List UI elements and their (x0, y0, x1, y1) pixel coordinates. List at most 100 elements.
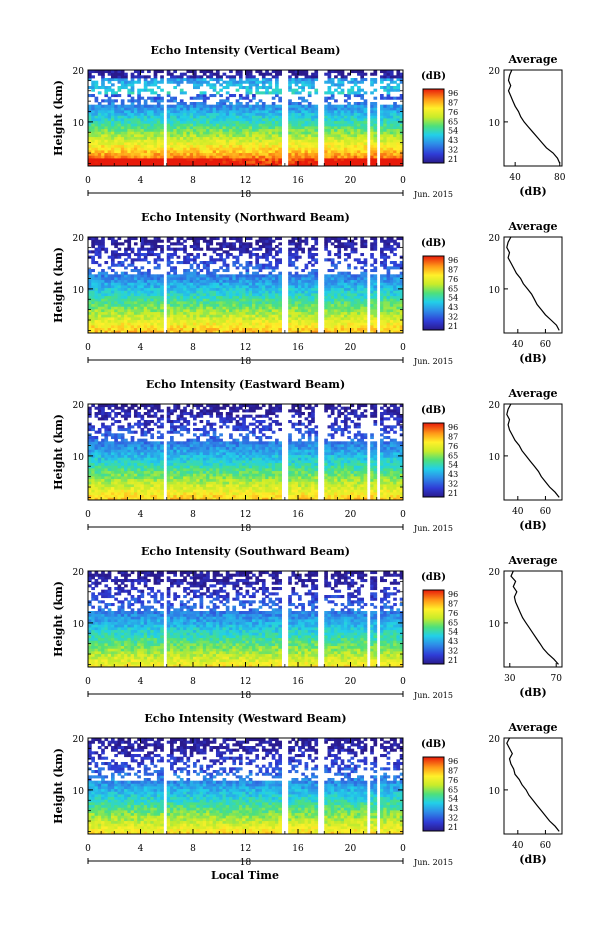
x-tick-label: 16 (292, 510, 304, 520)
colorbar-tick-label: 32 (448, 647, 458, 656)
colorbar-tick-label: 54 (448, 127, 458, 136)
colorbar-unit: (dB) (421, 572, 446, 583)
colorbar-tick-label: 21 (448, 656, 458, 665)
average-y-tick-label: 20 (489, 735, 501, 745)
colorbar (423, 423, 444, 497)
date-label: Jun. 2015 (413, 190, 453, 199)
x-tick-label: 16 (292, 343, 304, 353)
x-tick-label: 8 (190, 677, 196, 687)
colorbar-tick-label: 87 (448, 265, 458, 274)
colorbar-tick-label: 21 (448, 155, 458, 164)
colorbar-tick-label: 96 (448, 757, 458, 766)
colorbar-tick-label: 87 (448, 599, 458, 608)
colorbar-tick-label: 87 (448, 432, 458, 441)
average-x-label: (dB) (519, 519, 546, 532)
panel-title: Echo Intensity (Northward Beam) (141, 211, 350, 224)
day-label: 18 (240, 858, 252, 868)
x-axis-label: Local Time (211, 869, 279, 882)
colorbar-tick-label: 32 (448, 146, 458, 155)
average-profile-line (507, 738, 559, 831)
colorbar-unit: (dB) (421, 71, 446, 82)
day-label: 18 (240, 190, 252, 200)
colorbar-tick-label: 96 (448, 89, 458, 98)
y-axis-label: Height (km) (52, 581, 65, 657)
x-tick-label: 20 (345, 176, 357, 186)
y-axis-label: Height (km) (52, 748, 65, 824)
colorbar-tick-label: 76 (448, 609, 458, 618)
panel-title: Echo Intensity (Westward Beam) (144, 712, 346, 725)
average-title: Average (507, 554, 557, 567)
x-tick-label: 0 (85, 510, 91, 520)
x-tick-label: 4 (138, 343, 144, 353)
x-tick-label: 0 (85, 176, 91, 186)
colorbar-tick-label: 96 (448, 590, 458, 599)
x-tick-label: 12 (240, 176, 251, 186)
x-tick-label: 4 (138, 677, 144, 687)
y-tick-label: 10 (73, 119, 85, 129)
average-y-tick-label: 20 (489, 401, 501, 411)
panel-4: Echo Intensity (Southward Beam) Height (k… (52, 545, 562, 701)
average-x-label: (dB) (519, 352, 546, 365)
colorbar-tick-label: 21 (448, 823, 458, 832)
heatmap-cells (88, 237, 403, 333)
colorbar-tick-label: 65 (448, 117, 458, 126)
average-y-tick-label: 10 (489, 119, 501, 129)
colorbar-tick-label: 21 (448, 489, 458, 498)
x-tick-label: 8 (190, 176, 196, 186)
y-tick-label: 10 (73, 453, 85, 463)
colorbar-tick-label: 32 (448, 480, 458, 489)
x-tick-label: 0 (85, 844, 91, 854)
colorbar (423, 256, 444, 330)
average-x-tick-label: 40 (512, 340, 524, 350)
average-frame (504, 404, 562, 500)
y-axis-label: Height (km) (52, 247, 65, 323)
heatmap-cells (88, 738, 403, 834)
average-x-tick-label: 70 (550, 674, 562, 684)
x-tick-label: 20 (345, 343, 357, 353)
average-y-tick-label: 10 (489, 787, 501, 797)
x-tick-label: 0 (85, 677, 91, 687)
panel-1: Echo Intensity (Vertical Beam)Height (km… (52, 44, 566, 200)
day-label: 18 (240, 691, 252, 701)
y-tick-label: 20 (73, 67, 85, 77)
x-tick-label: 20 (345, 844, 357, 854)
date-label: Jun. 2015 (413, 357, 453, 366)
colorbar (423, 757, 444, 831)
average-y-tick-label: 10 (489, 620, 501, 630)
colorbar-tick-label: 54 (448, 461, 458, 470)
average-profile-line (511, 571, 559, 664)
panel-3: Echo Intensity (Eastward Beam)Height (km… (52, 378, 562, 534)
average-frame (504, 237, 562, 333)
colorbar-tick-label: 65 (448, 284, 458, 293)
x-tick-label: 4 (138, 844, 144, 854)
x-tick-label: 4 (138, 510, 144, 520)
average-x-tick-label: 40 (509, 173, 521, 183)
average-x-tick-label: 80 (554, 173, 566, 183)
x-tick-label: 12 (240, 343, 251, 353)
average-y-tick-label: 10 (489, 453, 501, 463)
colorbar-tick-label: 32 (448, 313, 458, 322)
average-y-tick-label: 20 (489, 568, 501, 578)
average-x-tick-label: 30 (504, 674, 516, 684)
day-label: 18 (240, 524, 252, 534)
colorbar-tick-label: 96 (448, 256, 458, 265)
average-x-tick-label: 60 (540, 507, 552, 517)
panel-5: Echo Intensity (Westward Beam) Height (km… (52, 712, 562, 868)
colorbar-tick-label: 21 (448, 322, 458, 331)
x-tick-label: 16 (292, 844, 304, 854)
panel-title: Echo Intensity (Southward Beam) (141, 545, 350, 558)
y-tick-label: 20 (73, 568, 85, 578)
colorbar (423, 590, 444, 664)
date-label: Jun. 2015 (413, 691, 453, 700)
heatmap-cells (88, 571, 403, 667)
y-tick-label: 10 (73, 620, 85, 630)
colorbar-tick-label: 87 (448, 98, 458, 107)
average-x-tick-label: 60 (540, 340, 552, 350)
colorbar-tick-label: 43 (448, 470, 458, 479)
average-profile-line (509, 70, 560, 163)
average-title: Average (507, 387, 557, 400)
colorbar-tick-label: 54 (448, 795, 458, 804)
x-tick-label: 0 (400, 176, 406, 186)
colorbar-tick-label: 76 (448, 776, 458, 785)
colorbar-tick-label: 96 (448, 423, 458, 432)
